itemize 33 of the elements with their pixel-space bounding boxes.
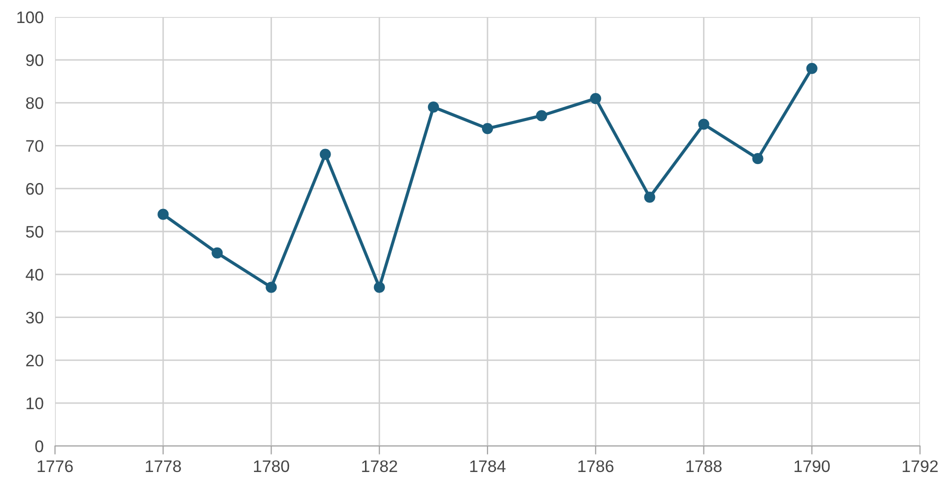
x-tick-label: 1788 xyxy=(686,460,722,472)
point xyxy=(590,92,602,104)
y-tick-label: 30 xyxy=(26,312,44,324)
y-tick-label: 10 xyxy=(26,398,44,410)
x-tick-label: 1778 xyxy=(146,460,181,472)
y-tick-label: 0 xyxy=(35,440,44,452)
y-tick-label: 70 xyxy=(26,140,44,152)
point xyxy=(752,153,764,164)
y-tick-label: 20 xyxy=(26,354,44,366)
point xyxy=(374,282,385,293)
y-tick-label: 100 xyxy=(17,11,44,24)
point xyxy=(158,208,169,220)
point xyxy=(698,118,710,130)
point xyxy=(806,62,818,74)
point xyxy=(320,148,331,160)
point xyxy=(536,110,548,122)
y-tick-label: 80 xyxy=(26,97,44,110)
y-tick-label: 50 xyxy=(26,226,44,238)
x-tick-label: 1780 xyxy=(254,460,290,472)
point xyxy=(266,282,277,293)
point xyxy=(428,102,439,113)
x-tick-label: 1776 xyxy=(38,460,73,472)
y-tick-label: 60 xyxy=(26,183,44,195)
point xyxy=(482,122,494,134)
x-tick-label: 1784 xyxy=(470,460,506,472)
point xyxy=(212,247,223,259)
x-tick-label: 1790 xyxy=(794,460,830,472)
y-tick-label: 40 xyxy=(26,268,44,281)
x-tick-label: 1786 xyxy=(578,460,614,472)
x-tick-label: 1782 xyxy=(362,460,398,472)
y-tick-label: 90 xyxy=(26,54,44,66)
x-tick-label: 1792 xyxy=(902,460,938,472)
point xyxy=(644,192,656,203)
